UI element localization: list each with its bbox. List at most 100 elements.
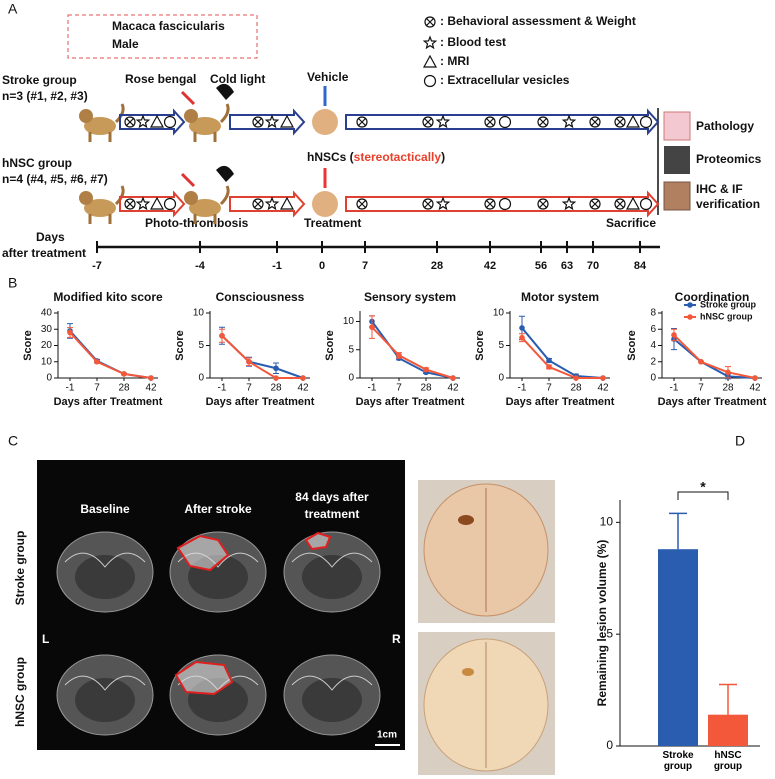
step: Cold light [210, 72, 265, 86]
monkey-icon [79, 109, 93, 123]
outcome-icon [663, 111, 691, 141]
step: hNSCs ( [307, 150, 354, 164]
y-axis-label: Score [22, 330, 34, 361]
timeline-tick-label: -1 [272, 260, 282, 272]
y-tick-label: 5 [348, 344, 354, 355]
monkey-icon [193, 103, 230, 142]
outcome: verification [696, 197, 760, 211]
x-tick-label: 28 [118, 383, 130, 394]
monkey-icon [84, 117, 116, 135]
x-tick-label: 42 [297, 383, 309, 394]
timeline-tick-label: 42 [484, 260, 496, 272]
point [423, 366, 429, 373]
brain-slice-inner [302, 678, 362, 722]
symbol [537, 116, 549, 128]
legend-text: : Blood test [440, 35, 506, 49]
y-tick-label: 10 [343, 316, 355, 327]
symbol [435, 196, 451, 211]
chart-title: Consciousness [216, 290, 305, 304]
chart-title: Sensory system [364, 290, 456, 304]
monkey-icon [184, 191, 198, 205]
point [450, 375, 456, 381]
x-tick-label: -1 [670, 383, 679, 394]
lesion-outline [174, 660, 234, 696]
head-icon [312, 191, 338, 217]
symbol [625, 196, 641, 210]
point [273, 375, 279, 381]
outcome-icon [664, 146, 690, 174]
side-label: R [392, 632, 401, 646]
arrow [119, 108, 186, 136]
monkey-icon [79, 191, 93, 205]
panel-label: C [8, 433, 18, 449]
row-title: hNSC group [13, 657, 27, 727]
point [725, 369, 731, 376]
y-tick-label: 8 [650, 308, 656, 319]
arrow [229, 108, 306, 136]
x-tick-label: hNSC group [713, 750, 743, 772]
outcome: Proteomics [696, 152, 762, 166]
point [671, 332, 677, 338]
symbol [423, 117, 433, 127]
group-n: n=3 (#1, #2, #3) [2, 89, 88, 103]
line [69, 330, 152, 379]
light-icon [216, 83, 234, 100]
symbol [615, 199, 625, 209]
symbol [424, 16, 436, 28]
line [371, 320, 454, 379]
monkey-icon [84, 199, 116, 217]
legend-text: Stroke group [700, 299, 757, 309]
group-name: hNSC group [2, 156, 72, 170]
symbol [423, 74, 437, 88]
species-box [67, 14, 258, 59]
y-tick-label: 4 [650, 340, 656, 351]
monkey-icon [88, 103, 125, 142]
column-title: Baseline [80, 502, 130, 516]
symbol [423, 199, 433, 209]
group-name: Stroke group [2, 73, 77, 87]
symbol [135, 114, 151, 129]
y-tick-label: 40 [41, 308, 53, 319]
y-tick-label: 20 [41, 340, 53, 351]
symbol [279, 114, 295, 128]
brain-sulci [291, 675, 373, 691]
symbol [149, 114, 165, 128]
monkey-icon [193, 185, 230, 224]
column-title: 84 days after [295, 490, 369, 504]
lesion [458, 515, 474, 525]
brain-sulci [64, 675, 146, 691]
symbol [435, 114, 451, 129]
group-n: n=4 (#4, #5, #6, #7) [2, 172, 108, 186]
x-tick-label: -1 [368, 383, 377, 394]
symbol [425, 17, 435, 27]
brain-slice-inner [75, 678, 135, 722]
x-tick-label: 7 [94, 383, 100, 394]
point [600, 375, 606, 381]
symbol [163, 197, 177, 211]
symbol [422, 198, 434, 210]
lesion-outline [176, 534, 230, 572]
symbol [625, 114, 641, 128]
symbol [125, 117, 135, 127]
symbol [422, 35, 438, 50]
outcome: IHC & IF [696, 182, 743, 196]
x-axis-label: Days after Treatment [356, 396, 465, 408]
line [221, 335, 303, 379]
symbol [484, 116, 496, 128]
x-tick-label: 28 [722, 383, 734, 394]
symbol [498, 197, 512, 211]
symbol [356, 198, 368, 210]
row-title: Stroke group [13, 531, 27, 606]
syringe [180, 90, 196, 106]
timeline-label: Days [36, 230, 65, 244]
line [221, 335, 304, 379]
symbol [538, 199, 548, 209]
line [521, 327, 604, 379]
point [396, 352, 402, 359]
x-axis-label: Days after Treatment [506, 396, 615, 408]
step: Rose bengal [125, 72, 196, 86]
legend-text: : Extracellular vesicles [440, 73, 570, 87]
y-tick-label: 10 [493, 308, 505, 319]
